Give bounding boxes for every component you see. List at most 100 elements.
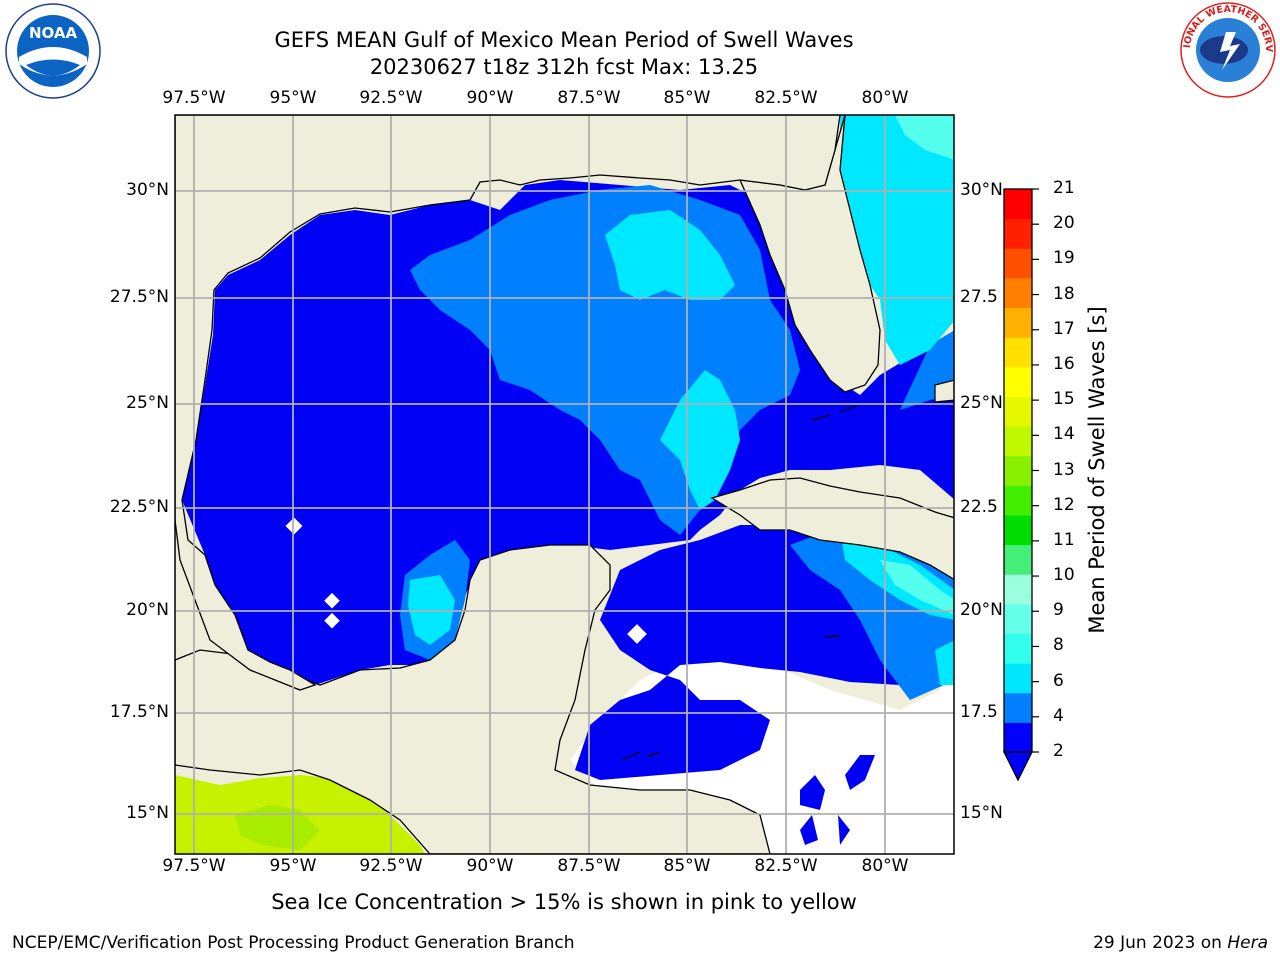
lat-label-right: 17.5 [960,702,998,722]
swell-4-6 [840,115,954,365]
lon-label-bottom: 87.5°W [557,856,621,876]
lon-label-bottom: 85°W [663,856,711,876]
no-data-speck [285,517,303,535]
colorbar-title: Mean Period of Swell Waves [s] [1085,306,1109,634]
colorbar-segment [1004,663,1032,694]
lat-label-left: 22.5°N [109,497,169,517]
swell-6-8 [880,560,954,615]
footer-machine: Hera [1227,933,1268,953]
sea-ice-note: Sea Ice Concentration > 15% is shown in … [271,890,857,914]
colorbar-label: 12 [1053,494,1075,515]
map-frame [174,114,955,855]
colorbar-label: 14 [1053,424,1075,445]
jamaica [824,635,841,638]
colorbar-label: 16 [1053,353,1075,374]
colorbar-label: 6 [1053,670,1064,691]
caribbean-patch [800,775,825,810]
caribbean-patch [800,815,818,845]
lon-label-bottom: 82.5°W [754,856,818,876]
lat-label-left: 25°N [126,393,169,413]
yucatan-central-america [175,544,771,854]
colorbar-segment [1004,218,1032,249]
swell-4-6 [605,210,735,300]
colorbar-label: 4 [1053,705,1064,726]
colorbar-label: 13 [1053,459,1075,480]
honduras-islands [621,751,661,761]
title-line-2: 20230627 t18z 312h fcst Max: 13.25 [369,55,759,79]
title-line-1: GEFS MEAN Gulf of Mexico Mean Period of … [274,28,854,52]
map-gridlines [175,115,954,854]
colorbar-segment [1004,248,1032,279]
footer-date-text: 29 Jun 2023 on [1093,933,1228,953]
no-data-speck [627,624,647,644]
colorbar-label: 9 [1053,600,1064,621]
colorbar-segment [1004,544,1032,575]
swell-4-6 [935,640,954,685]
colorbar-segment [1004,722,1032,753]
lon-label-top: 97.5°W [162,88,226,108]
noaa-logo-text: NOAA [29,24,78,42]
colorbar-segment [1004,366,1032,397]
keys [811,404,859,421]
texas-louisiana-coast [175,115,841,691]
colorbar-segment [1004,277,1032,309]
swell-4-6 [660,370,740,510]
caribbean-patch [838,815,850,845]
colorbar-label: 2 [1053,741,1064,761]
colorbar-extend-arrow [1002,751,1034,782]
lon-label-top: 92.5°W [359,88,423,108]
lat-label-right: 22.5 [960,497,998,517]
lon-label-bottom: 95°W [269,856,317,876]
colorbar-label: 8 [1053,635,1064,656]
colorbar-segment [1004,574,1032,605]
footer-date: 29 Jun 2023 on Hera [1093,933,1268,953]
colorbar-label: 15 [1053,389,1075,410]
lon-label-bottom: 97.5°W [162,856,226,876]
lon-label-top: 90°W [466,88,514,108]
caribbean-patch [845,755,875,790]
colorbar-label: 18 [1053,283,1075,304]
colorbar-segment [1004,692,1032,723]
lat-label-right: 15°N [960,803,1003,823]
lon-label-bottom: 90°W [466,856,514,876]
lat-label-right: 27.5 [960,287,998,307]
lon-label-bottom: 80°W [861,856,909,876]
lat-label-left: 20°N [126,600,169,620]
colorbar [1002,188,1039,782]
cuba [710,477,954,581]
bahamas [934,379,954,403]
colorbar-segment [1004,337,1032,368]
noaa-logo: NOAA [5,3,101,99]
lon-label-bottom: 92.5°W [359,856,423,876]
colorbar-segment [1004,426,1032,457]
lon-label-top: 87.5°W [557,88,621,108]
lat-label-left: 30°N [126,180,169,200]
colorbar-segment [1004,514,1032,546]
colorbar-segment [1004,603,1032,634]
lat-label-left: 17.5°N [109,702,169,722]
lon-label-top: 82.5°W [754,88,818,108]
lat-label-left: 27.5°N [109,287,169,307]
colorbar-label: 21 [1053,178,1075,198]
lon-label-top: 85°W [663,88,711,108]
lon-label-top: 80°W [861,88,909,108]
lat-label-right: 20°N [960,600,1003,620]
colorbar-label: 11 [1053,529,1075,550]
colorbar-segment [1004,633,1032,664]
colorbar-label: 17 [1053,318,1075,339]
lat-label-right: 25°N [960,393,1003,413]
colorbar-label: 20 [1053,213,1075,234]
lat-label-left: 15°N [126,803,169,823]
pacific-swell-field [235,805,320,850]
swell-6-8 [895,115,954,160]
colorbar-segment [1004,189,1032,220]
colorbar-segment [1004,307,1032,338]
colorbar-segment [1004,485,1032,516]
nws-logo: NATIONAL WEATHER SERVICE [1178,0,1276,98]
swell-4-6 [408,575,455,645]
lat-label-right: 30°N [960,180,1003,200]
footer-branch: NCEP/EMC/Verification Post Processing Pr… [12,933,575,953]
colorbar-label: 19 [1053,248,1075,269]
colorbar-segment [1004,396,1032,427]
